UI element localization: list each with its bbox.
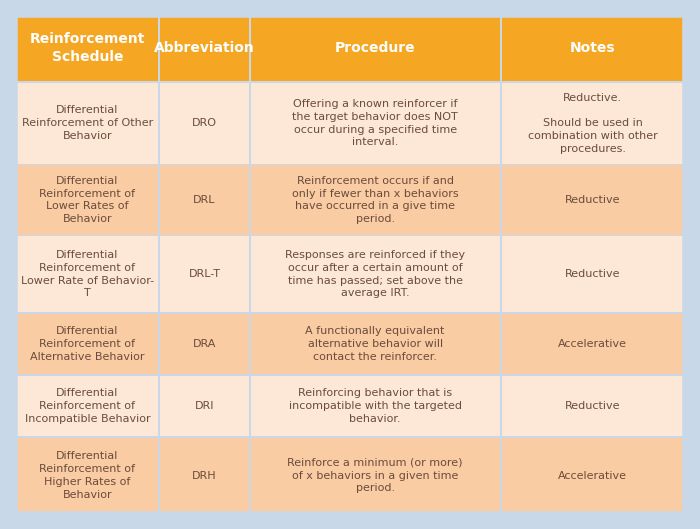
FancyBboxPatch shape — [160, 83, 248, 163]
Text: Abbreviation: Abbreviation — [154, 41, 255, 56]
FancyBboxPatch shape — [502, 165, 684, 235]
FancyBboxPatch shape — [160, 437, 248, 513]
Text: Reinforcing behavior that is
incompatible with the targeted
behavior.: Reinforcing behavior that is incompatibl… — [288, 388, 461, 424]
Text: Reductive: Reductive — [565, 195, 620, 205]
Text: Differential
Reinforcement of Other
Behavior: Differential Reinforcement of Other Beha… — [22, 105, 153, 141]
Text: Differential
Reinforcement of
Lower Rate of Behavior-
T: Differential Reinforcement of Lower Rate… — [21, 250, 154, 298]
Text: DRO: DRO — [192, 118, 217, 128]
FancyBboxPatch shape — [160, 376, 248, 436]
FancyBboxPatch shape — [17, 165, 158, 235]
Text: Reinforcement occurs if and
only if fewer than x behaviors
have occurred in a gi: Reinforcement occurs if and only if fewe… — [292, 176, 458, 224]
FancyBboxPatch shape — [17, 314, 158, 374]
Text: Notes: Notes — [570, 41, 615, 56]
Text: Reinforcement
Schedule: Reinforcement Schedule — [29, 32, 145, 65]
Text: Accelerative: Accelerative — [558, 339, 627, 349]
Text: Differential
Reinforcement of
Incompatible Behavior: Differential Reinforcement of Incompatib… — [25, 388, 150, 424]
FancyBboxPatch shape — [17, 376, 158, 436]
Text: Responses are reinforced if they
occur after a certain amount of
time has passed: Responses are reinforced if they occur a… — [285, 250, 466, 298]
Text: Reductive: Reductive — [565, 401, 620, 411]
FancyBboxPatch shape — [17, 83, 158, 163]
FancyBboxPatch shape — [17, 236, 158, 312]
Text: Reductive.

Should be used in
combination with other
procedures.: Reductive. Should be used in combination… — [528, 93, 657, 154]
FancyBboxPatch shape — [502, 437, 684, 513]
Text: DRL-T: DRL-T — [188, 269, 220, 279]
FancyBboxPatch shape — [17, 15, 158, 81]
FancyBboxPatch shape — [251, 83, 500, 163]
FancyBboxPatch shape — [502, 236, 684, 312]
FancyBboxPatch shape — [251, 314, 500, 374]
FancyBboxPatch shape — [251, 236, 500, 312]
FancyBboxPatch shape — [251, 376, 500, 436]
Text: Reinforce a minimum (or more)
of x behaviors in a given time
period.: Reinforce a minimum (or more) of x behav… — [287, 458, 463, 494]
Text: Differential
Reinforcement of
Higher Rates of
Behavior: Differential Reinforcement of Higher Rat… — [39, 451, 135, 500]
Text: A functionally equivalent
alternative behavior will
contact the reinforcer.: A functionally equivalent alternative be… — [305, 326, 444, 362]
FancyBboxPatch shape — [502, 83, 684, 163]
Text: Reductive: Reductive — [565, 269, 620, 279]
FancyBboxPatch shape — [251, 15, 500, 81]
Text: DRH: DRH — [192, 470, 217, 480]
Text: DRI: DRI — [195, 401, 214, 411]
FancyBboxPatch shape — [251, 437, 500, 513]
FancyBboxPatch shape — [160, 236, 248, 312]
Text: Differential
Reinforcement of
Alternative Behavior: Differential Reinforcement of Alternativ… — [30, 326, 145, 362]
FancyBboxPatch shape — [502, 314, 684, 374]
Text: DRA: DRA — [193, 339, 216, 349]
FancyBboxPatch shape — [160, 314, 248, 374]
FancyBboxPatch shape — [160, 15, 248, 81]
Text: Procedure: Procedure — [335, 41, 415, 56]
FancyBboxPatch shape — [251, 165, 500, 235]
FancyBboxPatch shape — [17, 437, 158, 513]
Text: Differential
Reinforcement of
Lower Rates of
Behavior: Differential Reinforcement of Lower Rate… — [39, 176, 135, 224]
FancyBboxPatch shape — [160, 165, 248, 235]
FancyBboxPatch shape — [502, 376, 684, 436]
FancyBboxPatch shape — [502, 15, 684, 81]
Text: Offering a known reinforcer if
the target behavior does NOT
occur during a speci: Offering a known reinforcer if the targe… — [292, 99, 458, 148]
Text: Accelerative: Accelerative — [558, 470, 627, 480]
Text: DRL: DRL — [193, 195, 216, 205]
